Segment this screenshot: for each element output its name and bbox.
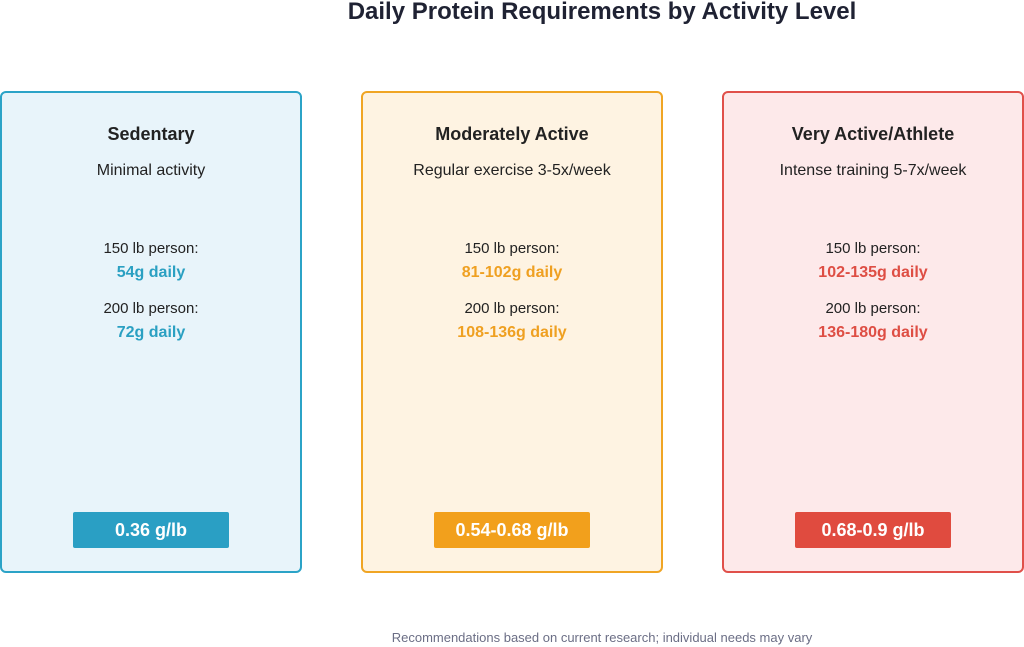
footer-note: Recommendations based on current researc… xyxy=(391,630,813,645)
row-label: 150 lb person: xyxy=(464,240,560,257)
title: Daily Protein Requirements by Activity L… xyxy=(347,0,857,25)
card-description: Minimal activity xyxy=(96,162,206,179)
row-label: 150 lb person: xyxy=(103,240,199,257)
row-value: 54g daily xyxy=(116,264,186,281)
row-value: 72g daily xyxy=(116,324,186,341)
card-name: Very Active/Athlete xyxy=(791,124,955,144)
row-value: 108-136g daily xyxy=(457,324,567,341)
row-value: 136-180g daily xyxy=(818,324,928,341)
row-label: 150 lb person: xyxy=(825,240,921,257)
card-name: Moderately Active xyxy=(435,124,589,144)
card: Very Active/Athlete Intense training 5-7x… xyxy=(722,91,1024,573)
row-label: 200 lb person: xyxy=(825,300,921,317)
ratio-badge: 0.68-0.9 g/lb xyxy=(795,512,951,548)
ratio-badge: 0.36 g/lb xyxy=(73,512,229,548)
row-label: 200 lb person: xyxy=(103,300,199,317)
card-description: Regular exercise 3-5x/week xyxy=(413,162,611,179)
card: Moderately Active Regular exercise 3-5x/w… xyxy=(361,91,663,573)
card-name: Sedentary xyxy=(107,124,195,144)
card: Sedentary Minimal activity 150 lb person: 5… xyxy=(0,91,302,573)
card-description: Intense training 5-7x/week xyxy=(779,162,967,179)
row-value: 102-135g daily xyxy=(818,264,928,281)
row-label: 200 lb person: xyxy=(464,300,560,317)
row-value: 81-102g daily xyxy=(461,264,563,281)
ratio-badge: 0.54-0.68 g/lb xyxy=(434,512,590,548)
